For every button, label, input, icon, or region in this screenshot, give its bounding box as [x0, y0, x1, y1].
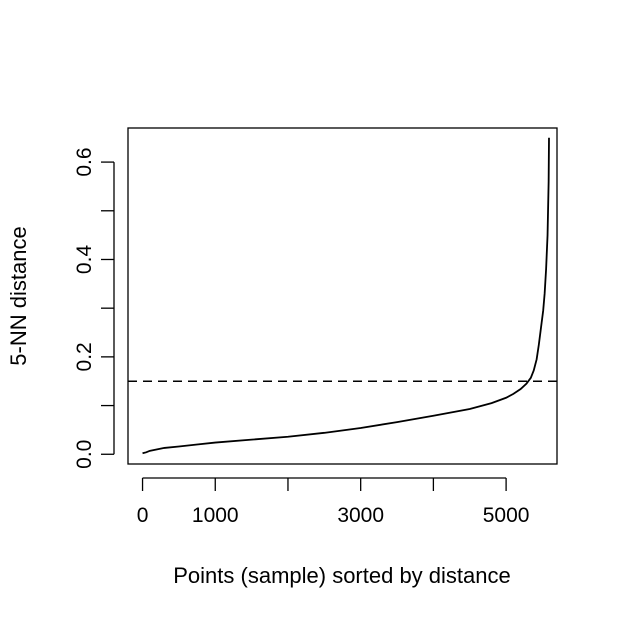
x-tick-label: 3000: [337, 504, 384, 527]
plot-frame: [127, 127, 558, 465]
x-tick-label: 0: [137, 504, 149, 527]
y-axis: 0.0 0.2 0.4 0.6: [73, 147, 115, 469]
y-tick-label: 0.6: [73, 147, 96, 176]
x-tick-label: 5000: [483, 504, 530, 527]
y-tick-label: 0.4: [73, 245, 96, 275]
x-tick-label: 1000: [192, 504, 239, 527]
y-axis-title: 5-NN distance: [6, 226, 31, 365]
x-axis-title: Points (sample) sorted by distance: [173, 563, 511, 588]
series-line: [142, 137, 550, 455]
x-axis: 0 1000 3000 5000: [137, 477, 530, 527]
y-tick-label: 0.0: [73, 440, 96, 469]
y-tick-label: 0.2: [73, 342, 96, 371]
